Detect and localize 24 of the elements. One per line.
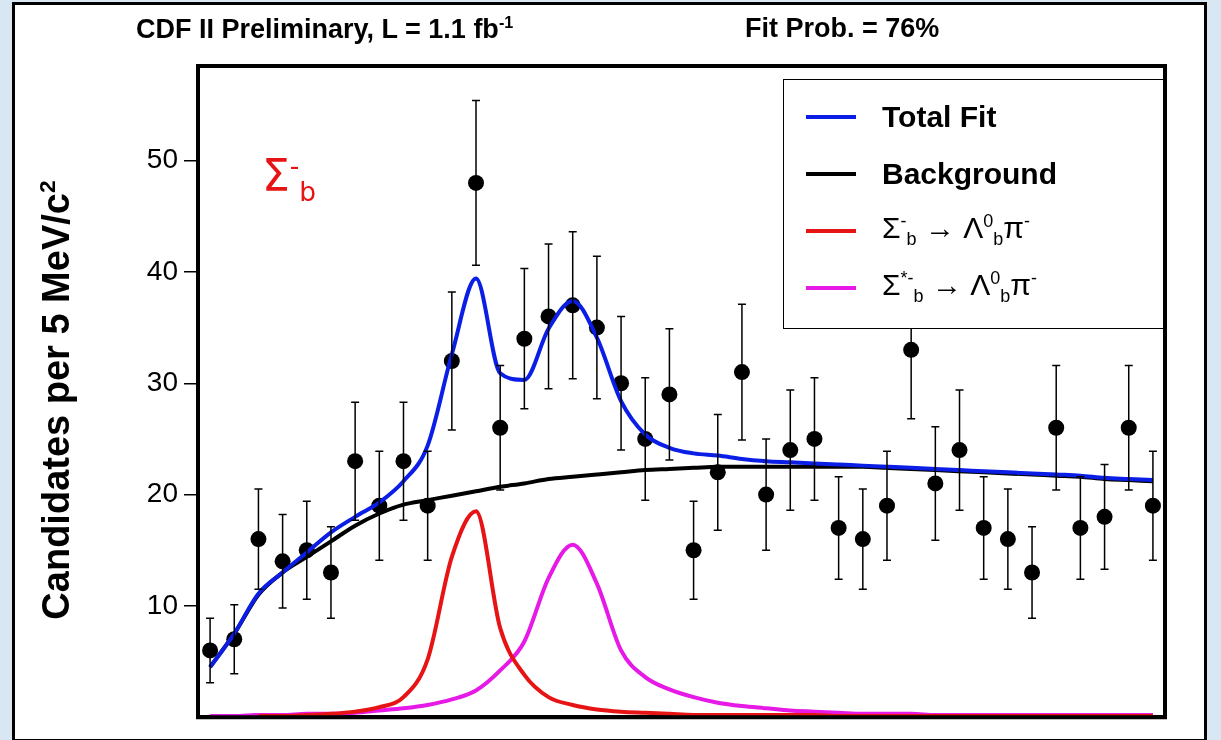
point (516, 330, 533, 347)
legend-label: Σ$^{*-}$$_{b}$ → Λ$^{0}$$_{b}$π$^{-}$ (882, 268, 1038, 307)
point (1120, 419, 1137, 436)
chart-subtitle: Fit Prob. = 76% (745, 13, 940, 44)
point (250, 531, 267, 548)
line-series (256, 509, 1155, 718)
legend-label: Total Fit (882, 99, 997, 134)
point (830, 519, 847, 536)
y-tick-label: 20 (146, 477, 178, 509)
y-tick-label: 50 (146, 143, 178, 175)
point (975, 519, 992, 536)
point (395, 453, 412, 470)
point (782, 442, 799, 459)
y-tick-label: 30 (146, 365, 178, 397)
point (806, 430, 823, 447)
point (1072, 519, 1089, 536)
legend-label: Σ$^{-}$$_{b}$ → Λ$^{0}$$_{b}$π$^{-}$ (882, 211, 1031, 250)
y-tick-label: 40 (146, 254, 178, 286)
y-tick-label: 10 (146, 588, 178, 620)
point (685, 542, 702, 559)
chart-title: CDF II Preliminary, L = 1.1 fb$^{-1}$ (136, 13, 514, 45)
legend-label: Background (882, 156, 1058, 191)
point (951, 442, 968, 459)
point (1096, 508, 1113, 525)
